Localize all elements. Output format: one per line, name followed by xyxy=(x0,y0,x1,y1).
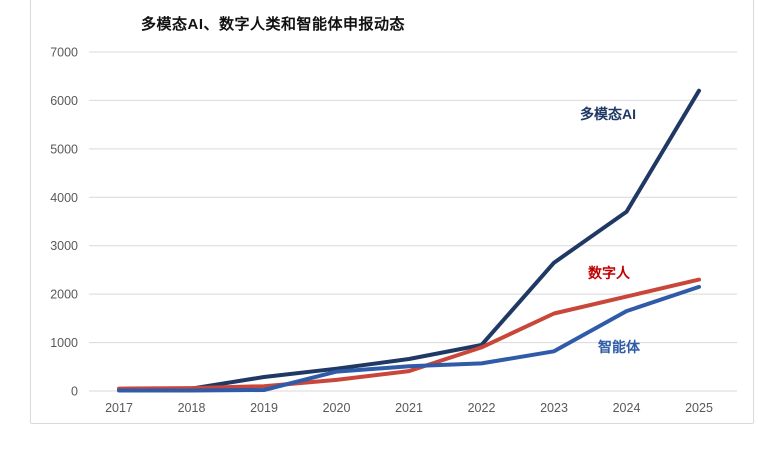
series-line-多模态AI xyxy=(117,88,701,392)
x-tick-label: 2024 xyxy=(613,401,641,415)
y-tick-label: 7000 xyxy=(50,46,78,60)
x-tick-label: 2021 xyxy=(395,401,423,415)
series-line-数字人 xyxy=(117,277,701,391)
chart-title: 多模态AI、数字人类和智能体申报动态 xyxy=(141,16,406,33)
x-tick-label: 2017 xyxy=(105,401,133,415)
y-tick-label: 6000 xyxy=(50,94,78,108)
series-label-multimodal-ai: 多模态AI xyxy=(580,106,636,122)
y-tick-label: 3000 xyxy=(50,239,78,253)
series-line-智能体 xyxy=(117,284,701,393)
series-label-digital-human: 数字人 xyxy=(588,265,630,281)
x-tick-label: 2022 xyxy=(468,401,496,415)
y-tick-label: 0 xyxy=(71,385,78,399)
y-tick-label: 1000 xyxy=(50,336,78,350)
line-chart-plot-area: 0 1000 2000 3000 4000 5000 6000 7000 2017 2018 201… xyxy=(50,46,737,415)
x-tick-label: 2018 xyxy=(178,401,206,415)
y-tick-label: 2000 xyxy=(50,288,78,302)
y-tick-label: 4000 xyxy=(50,191,78,205)
x-tick-label: 2025 xyxy=(685,401,713,415)
x-tick-label: 2023 xyxy=(540,401,568,415)
series-label-agent: 智能体 xyxy=(598,339,640,355)
x-tick-label: 2019 xyxy=(250,401,278,415)
chart-card: 多模态AI、数字人类和智能体申报动态 0 1000 2000 3000 4000 5000… xyxy=(30,0,754,424)
x-tick-label: 2020 xyxy=(323,401,351,415)
y-tick-label: 5000 xyxy=(50,142,78,156)
